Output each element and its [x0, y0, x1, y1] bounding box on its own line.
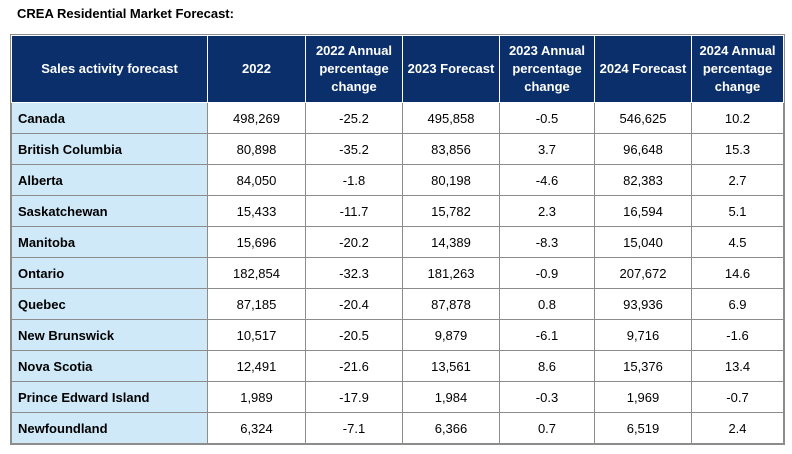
change-2022: -20.5	[305, 319, 403, 351]
sales-2022: 12,491	[207, 350, 306, 382]
page-title: CREA Residential Market Forecast:	[17, 6, 234, 21]
region-name: Quebec	[11, 288, 208, 320]
change-2023: 8.6	[499, 350, 595, 382]
forecast-2023: 9,879	[402, 319, 500, 351]
change-2022: -32.3	[305, 257, 403, 289]
table-row: Manitoba 15,696 -20.2 14,389 -8.3 15,040…	[11, 226, 784, 258]
header-region: Sales activity forecast	[11, 35, 208, 103]
change-2022: -20.2	[305, 226, 403, 258]
change-2024: 6.9	[691, 288, 784, 320]
table-row: British Columbia 80,898 -35.2 83,856 3.7…	[11, 133, 784, 165]
header-2024-forecast: 2024 Forecast	[594, 35, 692, 103]
sales-2022: 6,324	[207, 412, 306, 444]
change-2024: 14.6	[691, 257, 784, 289]
forecast-2024: 16,594	[594, 195, 692, 227]
change-2023: 0.7	[499, 412, 595, 444]
forecast-2023: 495,858	[402, 102, 500, 134]
region-name: New Brunswick	[11, 319, 208, 351]
sales-2022: 182,854	[207, 257, 306, 289]
forecast-2024: 6,519	[594, 412, 692, 444]
change-2024: 13.4	[691, 350, 784, 382]
change-2023: -0.5	[499, 102, 595, 134]
table-row: Canada 498,269 -25.2 495,858 -0.5 546,62…	[11, 102, 784, 134]
forecast-2023: 87,878	[402, 288, 500, 320]
forecast-2023: 83,856	[402, 133, 500, 165]
region-name: Alberta	[11, 164, 208, 196]
region-name: Prince Edward Island	[11, 381, 208, 413]
table-row: New Brunswick 10,517 -20.5 9,879 -6.1 9,…	[11, 319, 784, 351]
change-2024: 15.3	[691, 133, 784, 165]
change-2022: -21.6	[305, 350, 403, 382]
header-2022-change: 2022 Annual percentage change	[305, 35, 403, 103]
forecast-2023: 80,198	[402, 164, 500, 196]
forecast-2023: 15,782	[402, 195, 500, 227]
forecast-2024: 546,625	[594, 102, 692, 134]
header-row: Sales activity forecast 2022 2022 Annual…	[11, 35, 784, 103]
sales-2022: 10,517	[207, 319, 306, 351]
change-2023: -8.3	[499, 226, 595, 258]
change-2023: 3.7	[499, 133, 595, 165]
forecast-2024: 93,936	[594, 288, 692, 320]
region-name: Canada	[11, 102, 208, 134]
forecast-2024: 207,672	[594, 257, 692, 289]
sales-2022: 15,433	[207, 195, 306, 227]
change-2024: 4.5	[691, 226, 784, 258]
change-2024: 2.7	[691, 164, 784, 196]
change-2022: -1.8	[305, 164, 403, 196]
header-2024-change: 2024 Annual percentage change	[691, 35, 784, 103]
change-2023: -6.1	[499, 319, 595, 351]
forecast-2023: 1,984	[402, 381, 500, 413]
change-2023: -0.9	[499, 257, 595, 289]
table-row: Newfoundland 6,324 -7.1 6,366 0.7 6,519 …	[11, 412, 784, 444]
change-2024: 5.1	[691, 195, 784, 227]
forecast-2024: 9,716	[594, 319, 692, 351]
change-2022: -35.2	[305, 133, 403, 165]
change-2022: -17.9	[305, 381, 403, 413]
change-2022: -20.4	[305, 288, 403, 320]
change-2023: -4.6	[499, 164, 595, 196]
sales-2022: 1,989	[207, 381, 306, 413]
table-row: Prince Edward Island 1,989 -17.9 1,984 -…	[11, 381, 784, 413]
forecast-2023: 14,389	[402, 226, 500, 258]
table-row: Ontario 182,854 -32.3 181,263 -0.9 207,6…	[11, 257, 784, 289]
header-2023-forecast: 2023 Forecast	[402, 35, 500, 103]
sales-2022: 80,898	[207, 133, 306, 165]
region-name: Nova Scotia	[11, 350, 208, 382]
sales-2022: 498,269	[207, 102, 306, 134]
change-2024: 10.2	[691, 102, 784, 134]
change-2023: 0.8	[499, 288, 595, 320]
forecast-2024: 1,969	[594, 381, 692, 413]
sales-2022: 84,050	[207, 164, 306, 196]
region-name: British Columbia	[11, 133, 208, 165]
forecast-2024: 82,383	[594, 164, 692, 196]
change-2022: -7.1	[305, 412, 403, 444]
forecast-table: Sales activity forecast 2022 2022 Annual…	[10, 34, 785, 445]
change-2024: 2.4	[691, 412, 784, 444]
table-row: Nova Scotia 12,491 -21.6 13,561 8.6 15,3…	[11, 350, 784, 382]
table-row: Alberta 84,050 -1.8 80,198 -4.6 82,383 2…	[11, 164, 784, 196]
header-2022: 2022	[207, 35, 306, 103]
change-2024: -0.7	[691, 381, 784, 413]
change-2024: -1.6	[691, 319, 784, 351]
change-2023: -0.3	[499, 381, 595, 413]
region-name: Saskatchewan	[11, 195, 208, 227]
region-name: Ontario	[11, 257, 208, 289]
forecast-2024: 96,648	[594, 133, 692, 165]
change-2022: -11.7	[305, 195, 403, 227]
forecast-2023: 6,366	[402, 412, 500, 444]
change-2023: 2.3	[499, 195, 595, 227]
change-2022: -25.2	[305, 102, 403, 134]
forecast-2023: 181,263	[402, 257, 500, 289]
table-row: Quebec 87,185 -20.4 87,878 0.8 93,936 6.…	[11, 288, 784, 320]
forecast-2024: 15,040	[594, 226, 692, 258]
region-name: Newfoundland	[11, 412, 208, 444]
header-2023-change: 2023 Annual percentage change	[499, 35, 595, 103]
region-name: Manitoba	[11, 226, 208, 258]
table-row: Saskatchewan 15,433 -11.7 15,782 2.3 16,…	[11, 195, 784, 227]
forecast-2024: 15,376	[594, 350, 692, 382]
sales-2022: 15,696	[207, 226, 306, 258]
sales-2022: 87,185	[207, 288, 306, 320]
forecast-2023: 13,561	[402, 350, 500, 382]
